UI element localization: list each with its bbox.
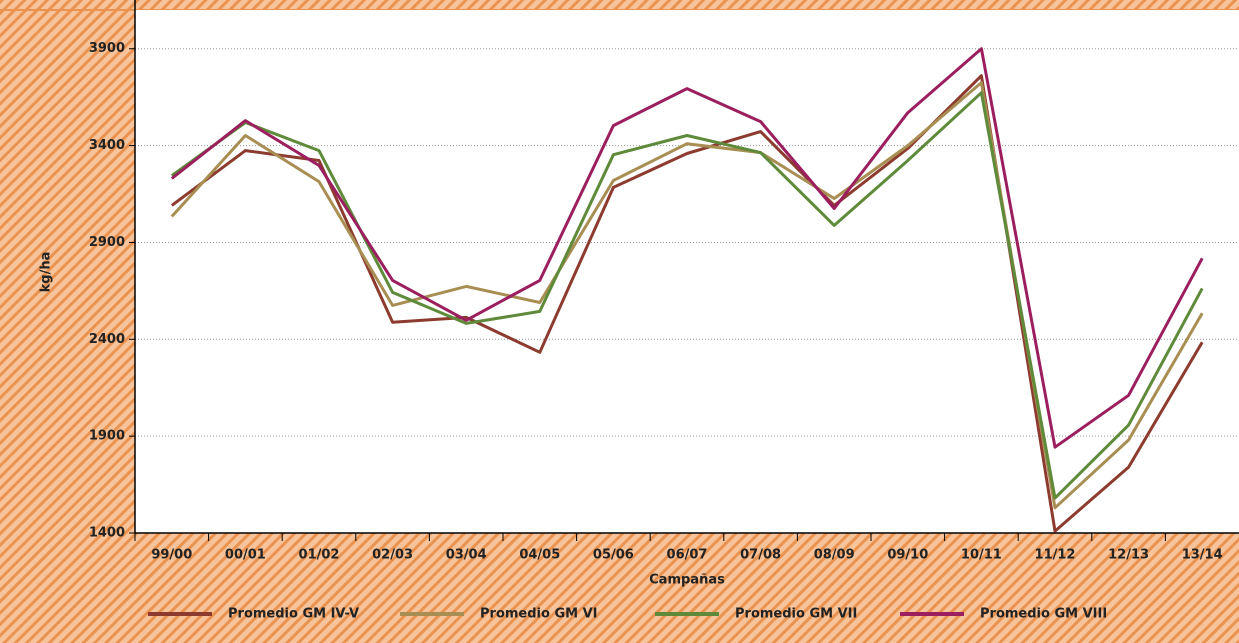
- x-tick-label: 13/14: [1182, 548, 1223, 563]
- x-tick-label: 99/00: [151, 548, 192, 563]
- y-tick-label: 3900: [89, 41, 125, 56]
- x-tick-label: 03/04: [446, 548, 487, 563]
- series-line: [170, 47, 1204, 449]
- series-line: [170, 91, 1204, 500]
- y-tick-label: 1900: [89, 429, 125, 444]
- x-axis-label: Campañas: [649, 573, 725, 588]
- x-tick-label: 02/03: [372, 548, 413, 563]
- x-tick-label: 12/13: [1108, 548, 1149, 563]
- x-tick-label: 04/05: [519, 548, 560, 563]
- y-axis-label: kg/ha: [39, 252, 54, 293]
- x-tick-label: 07/08: [740, 548, 781, 563]
- y-tick-label: 2900: [89, 235, 125, 250]
- x-tick-label: 10/11: [961, 548, 1002, 563]
- x-tick-label: 06/07: [667, 548, 708, 563]
- legend-label: Promedio GM IV-V: [228, 607, 359, 622]
- x-tick-label: 08/09: [814, 548, 855, 563]
- x-tick-label: 00/01: [225, 548, 266, 563]
- x-tick-label: 11/12: [1035, 548, 1076, 563]
- legend-label: Promedio GM VIII: [980, 607, 1107, 622]
- x-tick-label: 01/02: [299, 548, 340, 563]
- y-tick-label: 3400: [89, 138, 125, 153]
- x-tick-label: 09/10: [887, 548, 928, 563]
- series-line: [170, 74, 1204, 533]
- y-tick-label: 2400: [89, 332, 125, 347]
- y-tick-label: 1400: [89, 526, 125, 541]
- legend-label: Promedio GM VI: [480, 607, 597, 622]
- legend-label: Promedio GM VII: [735, 607, 857, 622]
- x-tick-label: 05/06: [593, 548, 634, 563]
